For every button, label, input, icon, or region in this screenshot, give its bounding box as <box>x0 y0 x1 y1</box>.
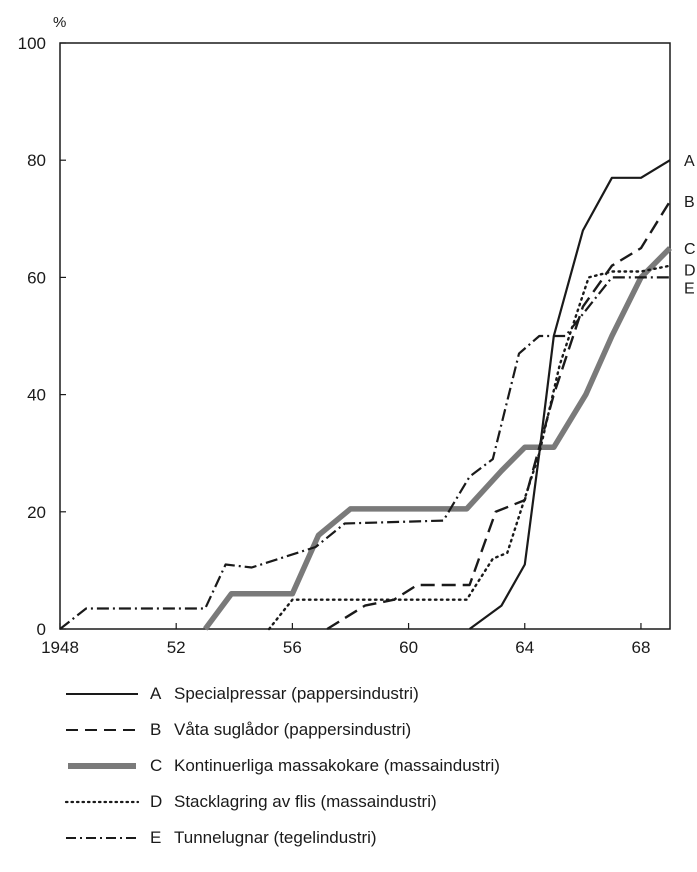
x-axis-ticks: 1948 52 56 60 64 68 <box>41 623 650 657</box>
legend-item-e: E Tunnelugnar (tegelindustri) <box>62 820 500 856</box>
series-line-c <box>202 246 672 631</box>
series-line-a <box>468 159 671 630</box>
series-end-label-c: C <box>684 241 696 258</box>
legend-label-b: Våta suglådor (pappersindustri) <box>174 720 412 739</box>
legend-swatch-c <box>68 763 136 769</box>
series-lines <box>59 159 672 631</box>
x-tick-label: 68 <box>631 638 650 657</box>
legend: A Specialpressar (pappersindustri) B Våt… <box>62 676 500 856</box>
legend-item-b: B Våta suglådor (pappersindustri) <box>62 712 500 748</box>
legend-swatch-b <box>66 729 138 731</box>
y-tick-label: 100 <box>18 34 46 53</box>
series-line-b <box>326 200 672 631</box>
plot-frame <box>59 42 671 630</box>
legend-swatch-d <box>64 800 140 804</box>
series-end-label-a: A <box>684 153 695 170</box>
y-tick-label: 60 <box>27 268 46 287</box>
x-tick-label: 56 <box>283 638 302 657</box>
series-end-label-e: E <box>684 280 695 297</box>
legend-letter-b: B <box>150 720 162 739</box>
y-tick-label: 40 <box>27 386 46 405</box>
legend-letter-c: C <box>150 756 163 775</box>
legend-swatch-e <box>66 837 138 839</box>
legend-label-c: Kontinuerliga massakokare (massaindustri… <box>174 756 500 775</box>
y-tick-label: 0 <box>37 620 46 639</box>
legend-swatch-a <box>66 693 138 695</box>
x-tick-label: 1948 <box>41 638 79 657</box>
series-end-labels: A B CDE <box>684 153 696 297</box>
y-tick-label: 80 <box>27 151 46 170</box>
y-axis-ticks: 0 20 40 60 80 100 <box>18 34 66 639</box>
y-tick-label: 20 <box>27 503 46 522</box>
legend-letter-d: D <box>150 792 163 811</box>
series-end-label-d: D <box>684 263 696 280</box>
legend-item-a: A Specialpressar (pappersindustri) <box>62 676 500 712</box>
legend-label-e: Tunnelugnar (tegelindustri) <box>174 828 377 847</box>
chart: % 0 20 40 60 80 100 1948 52 56 60 64 68 A B CDE <box>18 14 696 657</box>
x-tick-label: 52 <box>167 638 186 657</box>
y-axis-unit: % <box>53 14 66 31</box>
x-tick-label: 64 <box>515 638 534 657</box>
series-end-label-b: B <box>684 194 695 211</box>
legend-letter-a: A <box>150 684 162 703</box>
legend-label-d: Stacklagring av flis (massaindustri) <box>174 792 437 811</box>
series-line-d <box>267 264 672 631</box>
legend-letter-e: E <box>150 828 162 847</box>
legend-label-a: Specialpressar (pappersindustri) <box>174 684 419 703</box>
legend-item-d: D Stacklagring av flis (massaindustri) <box>62 784 500 820</box>
x-tick-label: 60 <box>399 638 418 657</box>
series-line-e <box>59 276 670 630</box>
legend-item-c: C Kontinuerliga massakokare (massaindust… <box>62 748 500 784</box>
